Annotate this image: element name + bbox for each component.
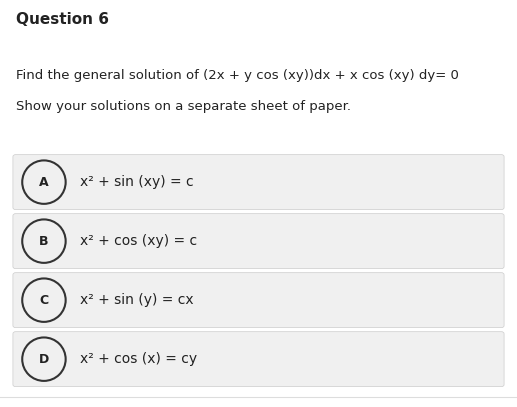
Text: x² + sin (y) = cx: x² + sin (y) = cx [80, 293, 194, 307]
Text: Find the general solution of (2x + y cos (xy))dx + x cos (xy) dy= 0: Find the general solution of (2x + y cos… [16, 69, 459, 82]
Text: C: C [39, 294, 49, 306]
Text: x² + cos (x) = cy: x² + cos (x) = cy [80, 352, 197, 366]
Ellipse shape [22, 337, 66, 381]
Text: B: B [39, 235, 49, 247]
Ellipse shape [22, 278, 66, 322]
Text: x² + sin (xy) = c: x² + sin (xy) = c [80, 175, 194, 189]
Text: A: A [39, 176, 49, 188]
FancyBboxPatch shape [13, 214, 504, 269]
Ellipse shape [22, 160, 66, 204]
Text: Question 6: Question 6 [16, 12, 109, 27]
Text: Show your solutions on a separate sheet of paper.: Show your solutions on a separate sheet … [16, 100, 351, 113]
FancyBboxPatch shape [13, 332, 504, 387]
Ellipse shape [22, 219, 66, 263]
FancyBboxPatch shape [13, 155, 504, 210]
FancyBboxPatch shape [13, 273, 504, 328]
Text: D: D [39, 353, 49, 365]
Text: x² + cos (xy) = c: x² + cos (xy) = c [80, 234, 197, 248]
